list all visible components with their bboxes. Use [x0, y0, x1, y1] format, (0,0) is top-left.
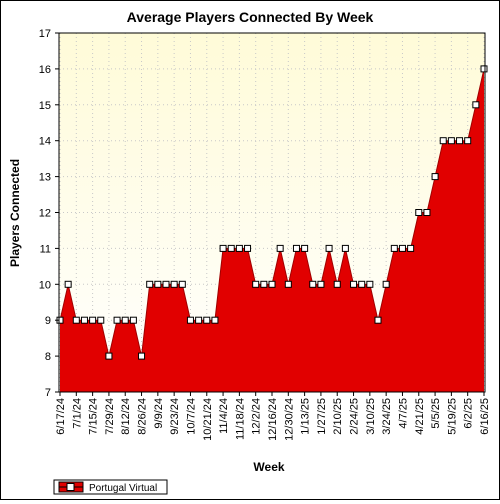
data-point	[439, 137, 447, 145]
x-tick-label: 7/15/24	[88, 398, 100, 435]
data-point	[154, 280, 162, 288]
x-tick-label: 9/23/24	[169, 398, 181, 435]
legend-label: Portugal Virtual	[89, 483, 157, 494]
y-tick-label: 8	[45, 351, 51, 363]
x-tick-label: 6/2/25	[463, 398, 475, 429]
x-tick-label: 12/30/24	[283, 398, 295, 441]
data-point	[121, 316, 129, 324]
data-point	[309, 280, 317, 288]
data-point	[464, 137, 472, 145]
series-area	[60, 68, 484, 393]
y-tick-label: 12	[39, 208, 51, 220]
legend: Portugal Virtual	[53, 479, 168, 495]
x-tick-label: 1/27/25	[316, 398, 328, 435]
x-tick-label: 7/1/24	[71, 398, 83, 429]
data-point	[113, 316, 121, 324]
data-point	[235, 244, 243, 252]
x-tick-label: 1/13/25	[300, 398, 312, 435]
data-point	[325, 244, 333, 252]
y-tick-label: 13	[39, 172, 51, 184]
y-tick-label: 17	[39, 28, 51, 40]
x-tick-label: 4/7/25	[397, 398, 409, 429]
data-point	[244, 244, 252, 252]
data-point	[447, 137, 455, 145]
data-point	[374, 316, 382, 324]
data-point	[211, 316, 219, 324]
data-point	[97, 316, 105, 324]
data-point	[480, 65, 488, 73]
data-point	[252, 280, 260, 288]
x-tick-label: 6/17/24	[55, 398, 67, 435]
data-point	[260, 280, 268, 288]
x-tick-label: 2/10/25	[332, 398, 344, 435]
data-point	[170, 280, 178, 288]
data-point	[415, 209, 423, 216]
data-point	[398, 244, 406, 252]
x-tick-label: 5/5/25	[430, 398, 442, 429]
data-point	[129, 316, 137, 324]
x-tick-label: 11/18/24	[234, 398, 246, 440]
y-tick-label: 7	[45, 387, 51, 399]
x-tick-label: 11/4/24	[218, 398, 230, 434]
y-tick-label: 16	[39, 64, 51, 76]
data-point	[227, 244, 235, 252]
data-point	[472, 101, 480, 109]
y-tick-label: 15	[39, 100, 51, 112]
y-tick-label: 9	[45, 315, 51, 327]
data-point	[80, 316, 88, 324]
data-point	[146, 280, 154, 288]
x-tick-label: 3/10/25	[365, 398, 377, 435]
x-tick-label: 2/24/25	[349, 398, 361, 435]
x-tick-label: 5/19/25	[446, 398, 458, 435]
data-point	[292, 244, 300, 252]
data-point	[284, 280, 292, 288]
y-tick-label: 11	[40, 243, 51, 255]
data-point	[162, 280, 170, 288]
data-point	[186, 316, 194, 324]
y-tick-label: 10	[39, 279, 51, 291]
data-point	[178, 280, 186, 288]
data-point	[203, 316, 211, 324]
data-point	[276, 244, 284, 252]
x-tick-label: 8/12/24	[120, 398, 132, 435]
data-point	[72, 316, 80, 324]
data-point	[105, 352, 113, 360]
data-point	[350, 280, 358, 288]
data-point	[390, 244, 398, 252]
x-tick-label: 12/16/24	[267, 398, 279, 441]
data-point	[431, 173, 439, 181]
data-point	[407, 244, 415, 252]
data-point	[317, 280, 325, 288]
data-point	[358, 280, 366, 288]
x-tick-label: 10/21/24	[202, 398, 214, 441]
data-point	[366, 280, 374, 288]
data-point	[341, 244, 349, 252]
data-point	[456, 137, 464, 145]
data-point	[195, 316, 203, 324]
data-point	[89, 316, 97, 324]
x-tick-label: 12/2/24	[251, 398, 263, 435]
x-tick-label: 8/26/24	[137, 398, 149, 435]
data-point	[138, 352, 146, 360]
data-point	[333, 280, 341, 288]
y-tick-label: 14	[39, 136, 51, 148]
data-point	[268, 280, 276, 288]
data-point	[219, 244, 227, 252]
y-axis-title: Players Connected	[8, 159, 22, 267]
x-tick-label: 7/29/24	[104, 398, 116, 435]
x-tick-label: 9/9/24	[153, 398, 165, 429]
data-point	[382, 280, 390, 288]
data-point	[301, 244, 309, 252]
chart-title: Average Players Connected By Week	[127, 9, 374, 25]
x-tick-label: 6/16/25	[479, 398, 491, 435]
data-point	[64, 280, 72, 288]
x-tick-label: 4/21/25	[414, 398, 426, 435]
x-tick-label: 10/7/24	[185, 398, 197, 435]
x-axis-title: Week	[253, 460, 284, 474]
x-tick-label: 3/24/25	[381, 398, 393, 435]
data-point	[423, 209, 431, 216]
